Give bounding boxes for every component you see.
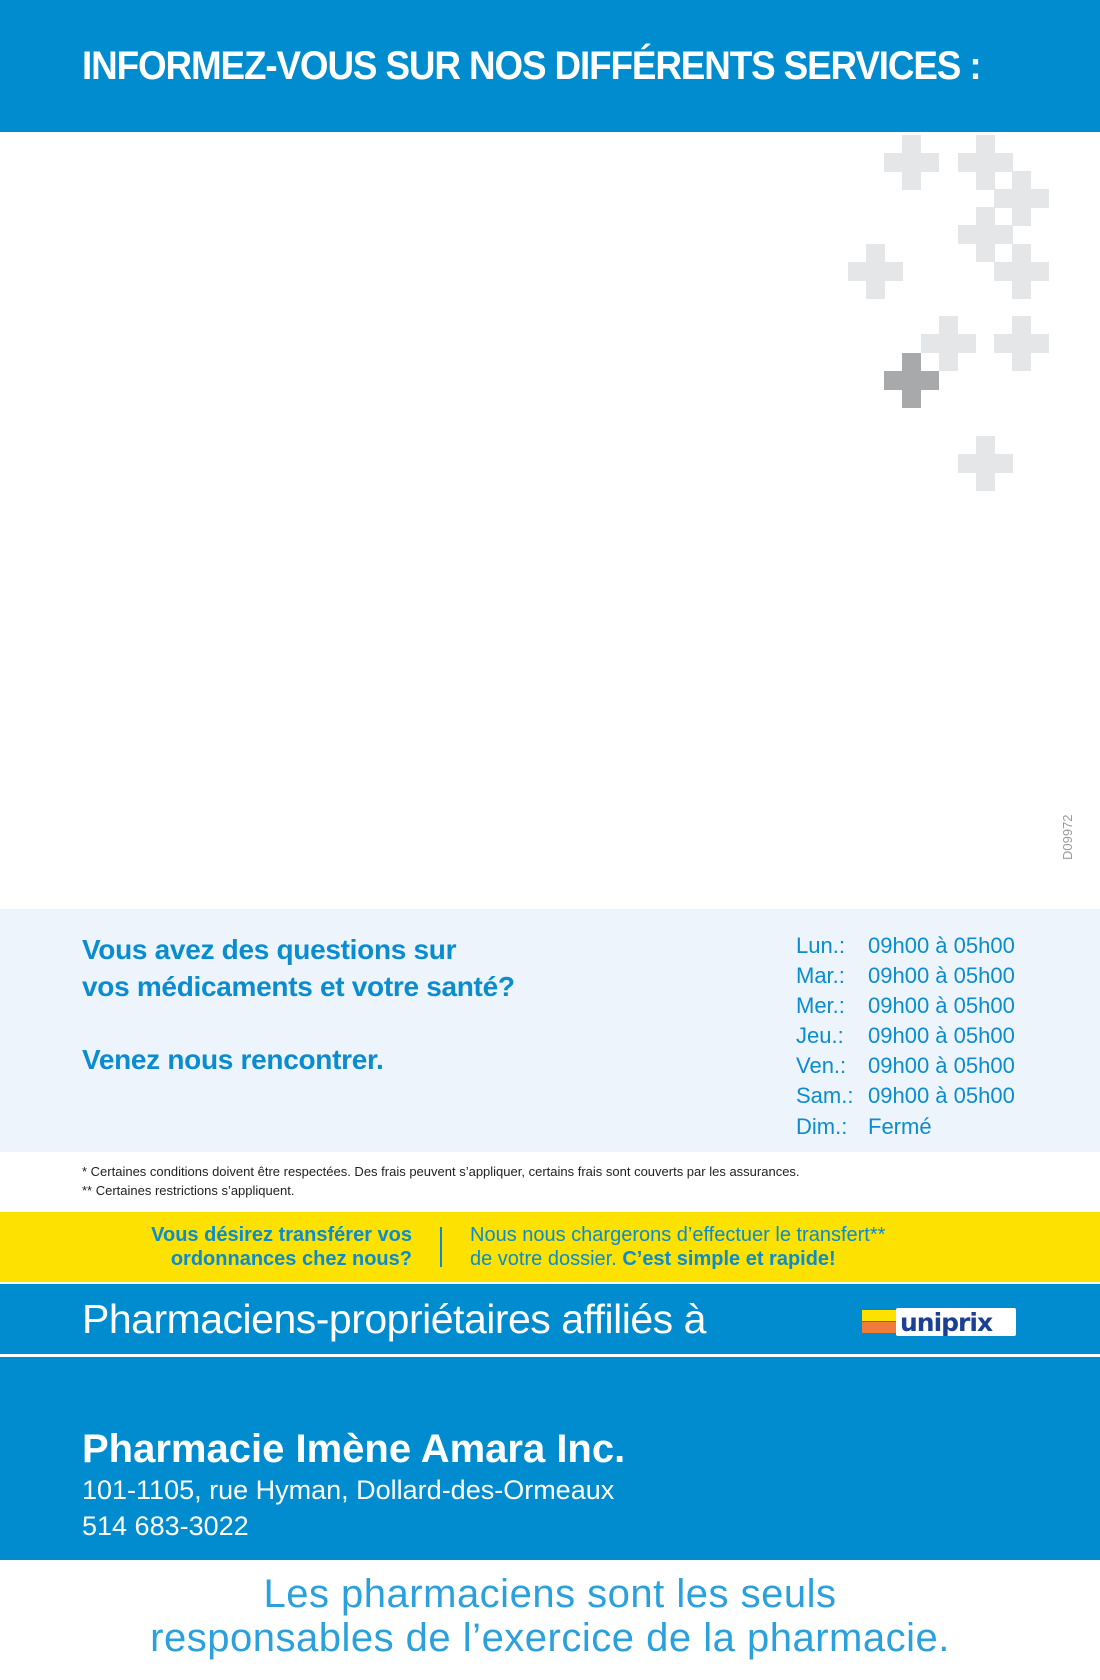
transfer-answer-line: Nous nous chargerons d’effectuer le tran… bbox=[470, 1224, 886, 1246]
hours-time: 09h00 à 05h00 bbox=[868, 1023, 1015, 1048]
hours-row: Dim.: Fermé bbox=[796, 1114, 932, 1144]
pharmacy-contact: Pharmacie Imène Amara Inc. 101-1105, rue… bbox=[0, 1357, 1100, 1560]
hours-row: Lun.: 09h00 à 05h00 bbox=[796, 933, 1015, 963]
transfer-answer: Nous nous chargerons d’effectuer le tran… bbox=[470, 1223, 885, 1271]
pharmacy-address: 101-1105, rue Hyman, Dollard-des-Ormeaux bbox=[82, 1475, 615, 1505]
page-title: INFORMEZ-VOUS SUR NOS DIFFÉRENTS SERVICE… bbox=[82, 44, 982, 88]
pharmacy-phone[interactable]: 514 683-3022 bbox=[82, 1511, 249, 1541]
hours-day: Lun.: bbox=[796, 933, 845, 958]
plus-cross-icon bbox=[958, 135, 1013, 190]
plus-cross-icon bbox=[884, 135, 939, 190]
hours-time: 09h00 à 05h00 bbox=[868, 993, 1015, 1018]
transfer-question: Vous désirez transférer vos ordonnances … bbox=[151, 1223, 412, 1271]
hours-time: 09h00 à 05h00 bbox=[868, 963, 1015, 988]
footnotes: * Certaines conditions doivent être resp… bbox=[82, 1162, 800, 1200]
plus-cross-icon bbox=[958, 207, 1013, 262]
plus-cross-icon bbox=[994, 316, 1049, 371]
hours-row: Ven.: 09h00 à 05h00 bbox=[796, 1053, 1015, 1083]
logo-text: uniprix bbox=[900, 1308, 993, 1337]
plus-cross-icon bbox=[994, 244, 1049, 299]
hours-day: Dim.: bbox=[796, 1114, 848, 1139]
transfer-emphasis: C’est simple et rapide! bbox=[622, 1248, 836, 1270]
plus-cross-icon bbox=[884, 353, 939, 408]
header-banner: INFORMEZ-VOUS SUR NOS DIFFÉRENTS SERVICE… bbox=[0, 0, 1100, 132]
hours-day: Mar.: bbox=[796, 963, 845, 988]
tagline-line: Les pharmaciens sont les seuls bbox=[263, 1572, 837, 1616]
affiliation-band: Pharmaciens-propriétaires affiliés à uni… bbox=[0, 1284, 1100, 1354]
hours-day: Mer.: bbox=[796, 993, 845, 1018]
invite-text: Venez nous rencontrer. bbox=[82, 1044, 384, 1075]
hours-time: 09h00 à 05h00 bbox=[868, 1083, 1015, 1108]
uniprix-logo: uniprix bbox=[862, 1308, 1016, 1337]
hours-row: Mar.: 09h00 à 05h00 bbox=[796, 963, 1015, 993]
hours-day: Sam.: bbox=[796, 1083, 854, 1108]
hours-row: Mer.: 09h00 à 05h00 bbox=[796, 993, 1015, 1023]
tagline: Les pharmaciens sont les seuls responsab… bbox=[0, 1572, 1100, 1660]
plus-cross-icon bbox=[958, 436, 1013, 491]
document-code: D09972 bbox=[1060, 814, 1075, 860]
transfer-question-line: Vous désirez transférer vos bbox=[151, 1224, 412, 1246]
question-line-1: Vous avez des questions sur bbox=[82, 934, 457, 965]
tagline-line: responsables de l’exercice de la pharmac… bbox=[150, 1616, 950, 1660]
divider bbox=[440, 1227, 442, 1267]
plus-cross-icon bbox=[848, 244, 903, 299]
hours-row: Sam.: 09h00 à 05h00 bbox=[796, 1083, 1015, 1113]
hours-day: Jeu.: bbox=[796, 1023, 844, 1048]
hours-day: Ven.: bbox=[796, 1053, 847, 1078]
transfer-banner: Vous désirez transférer vos ordonnances … bbox=[0, 1212, 1100, 1282]
pharmacy-name: Pharmacie Imène Amara Inc. bbox=[82, 1427, 626, 1471]
hours-time: 09h00 à 05h00 bbox=[868, 1053, 1015, 1078]
footnote: ** Certaines restrictions s’appliquent. bbox=[82, 1183, 295, 1198]
question-line-2: vos médicaments et votre santé? bbox=[82, 971, 515, 1002]
plus-cross-icon bbox=[994, 171, 1049, 226]
info-section: Vous avez des questions sur vos médicame… bbox=[0, 909, 1100, 1152]
transfer-question-line: ordonnances chez nous? bbox=[170, 1248, 412, 1270]
hours-time: Fermé bbox=[868, 1114, 932, 1139]
transfer-answer-line: de votre dossier. bbox=[470, 1248, 617, 1270]
affiliation-text: Pharmaciens-propriétaires affiliés à bbox=[82, 1296, 706, 1342]
plus-cross-icon bbox=[921, 316, 976, 371]
hours-time: 09h00 à 05h00 bbox=[868, 933, 1015, 958]
footnote: * Certaines conditions doivent être resp… bbox=[82, 1164, 800, 1179]
hours-row: Jeu.: 09h00 à 05h00 bbox=[796, 1023, 1015, 1053]
